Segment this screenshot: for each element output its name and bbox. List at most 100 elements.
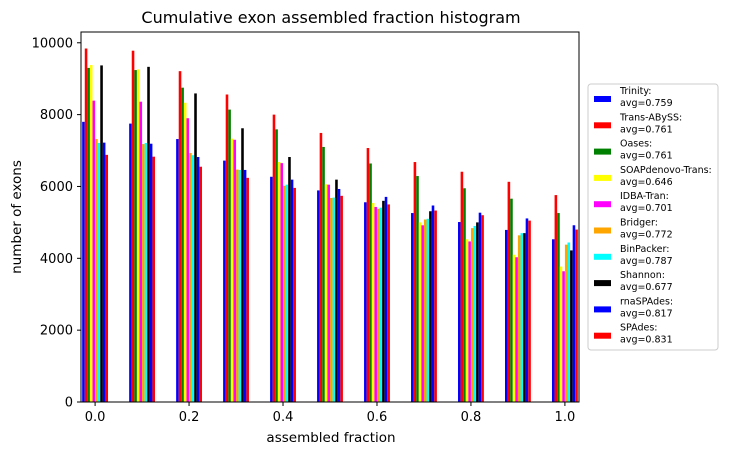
y-tick-label: 0: [65, 396, 73, 411]
bar-trinity-2: [176, 139, 179, 403]
y-tick-label: 6000: [40, 180, 73, 195]
bar-spades-10: [575, 229, 578, 402]
bar-trinity-7: [411, 213, 414, 402]
bar-oases-4: [275, 129, 278, 402]
bar-idba-tran-10: [562, 271, 565, 402]
legend-series-avg: avg=0.787: [620, 256, 673, 267]
x-axis-ticks: 0.0 0.2 0.4 0.6 0.8 1.0: [85, 402, 575, 425]
bar-trans-abyss-4: [272, 114, 276, 403]
bar-spades-5: [340, 195, 343, 402]
bar-soapdenovo-trans-0: [89, 65, 93, 403]
y-tick-label: 4000: [40, 252, 73, 267]
bar-soapdenovo-trans-8: [465, 239, 469, 402]
legend-frame: [587, 83, 719, 351]
bar-oases-6: [369, 163, 372, 402]
bar-trans-abyss-2: [178, 71, 182, 402]
legend-swatch: [594, 96, 611, 102]
x-tick-label: 0.2: [179, 410, 200, 425]
bar-bridger-8: [470, 228, 474, 402]
bar-trans-abyss-9: [507, 181, 511, 402]
bar-trans-abyss-3: [225, 94, 229, 402]
bar-spades-9: [528, 220, 531, 402]
bar-bridger-4: [283, 185, 286, 402]
bar-rnaspades-9: [525, 218, 529, 402]
bar-spades-4: [293, 187, 296, 402]
bar-trinity-4: [270, 176, 273, 402]
bar-spades-1: [152, 156, 155, 402]
legend-series-avg: avg=0.817: [620, 308, 673, 319]
bar-bridger-1: [142, 144, 145, 402]
legend-series-avg: avg=0.701: [620, 203, 673, 214]
legend-series-name: Shannon:: [620, 270, 665, 281]
legend-series-avg: avg=0.761: [620, 151, 673, 162]
bar-oases-7: [416, 176, 419, 402]
bar-oases-1: [134, 70, 137, 402]
bar-rnaspades-8: [478, 212, 482, 402]
bar-oases-10: [557, 213, 560, 402]
bar-trans-abyss-7: [413, 162, 417, 402]
bar-oases-0: [87, 67, 90, 403]
bar-oases-3: [228, 109, 231, 402]
legend-series-name: SOAPdenovo-Trans:: [620, 165, 712, 176]
bar-trinity-1: [129, 123, 132, 402]
plot-frame: [80, 31, 580, 403]
bar-bridger-6: [376, 208, 380, 402]
legend-swatch: [594, 306, 611, 313]
x-tick-label: 0.0: [85, 410, 106, 425]
bar-trans-abyss-0: [84, 48, 88, 403]
bar-spades-8: [481, 215, 484, 402]
bar-trinity-9: [505, 229, 508, 402]
bar-rnaspades-5: [337, 188, 341, 402]
x-tick-label: 0.4: [273, 410, 294, 425]
bar-binpacker-7: [426, 218, 430, 402]
bar-bridger-0: [95, 139, 98, 403]
bar-bridger-2: [189, 153, 192, 402]
bar-idba-tran-5: [327, 184, 330, 402]
legend-series-name: BinPacker:: [620, 244, 669, 255]
bar-rnaspades-7: [431, 205, 435, 402]
legend-series-avg: avg=0.831: [620, 335, 673, 346]
bar-soapdenovo-trans-6: [371, 202, 375, 402]
bar-idba-tran-6: [374, 206, 377, 402]
bars-layer: [82, 48, 578, 403]
legend-series-avg: avg=0.759: [620, 98, 673, 109]
legend-series-name: Bridger:: [620, 218, 658, 229]
bar-shannon-3: [241, 128, 244, 402]
bar-trans-abyss-8: [460, 171, 464, 402]
bar-bridger-3: [236, 169, 239, 402]
bar-binpacker-0: [97, 143, 101, 402]
legend-swatch: [594, 253, 611, 260]
bar-rnaspades-1: [149, 143, 153, 402]
bar-idba-tran-9: [515, 257, 518, 402]
legend-swatch: [594, 280, 611, 287]
y-tick-label: 2000: [40, 324, 73, 339]
legend-series-avg: avg=0.761: [620, 124, 673, 135]
legend-series-name: IDBA-Tran:: [620, 191, 669, 202]
bar-shannon-6: [382, 200, 385, 402]
bar-trinity-10: [551, 239, 555, 402]
bar-spades-0: [105, 154, 109, 402]
bar-binpacker-2: [191, 155, 195, 402]
legend-series-avg: avg=0.772: [620, 230, 673, 241]
bar-shannon-8: [476, 222, 479, 402]
legend-swatch: [594, 332, 611, 339]
bar-bridger-5: [330, 197, 333, 402]
bar-oases-2: [181, 87, 184, 403]
legend-swatch: [594, 174, 611, 181]
legend: Trinity:avg=0.759Trans-ABySS:avg=0.761Oa…: [587, 83, 719, 351]
y-axis-ticks: 0 2000 4000 6000 8000 10000: [32, 36, 81, 411]
bar-binpacker-9: [520, 233, 524, 402]
bar-trinity-8: [458, 222, 461, 402]
bar-rnaspades-10: [572, 225, 576, 402]
bar-trinity-0: [82, 121, 85, 402]
bar-soapdenovo-trans-9: [512, 254, 516, 402]
bar-binpacker-6: [379, 207, 383, 402]
bar-oases-8: [463, 188, 466, 402]
bar-soapdenovo-trans-7: [418, 222, 422, 402]
x-tick-label: 1.0: [555, 410, 576, 425]
bar-trans-abyss-6: [366, 148, 370, 402]
bar-soapdenovo-trans-3: [230, 138, 234, 402]
bar-trans-abyss-10: [554, 195, 558, 402]
legend-swatch: [594, 148, 611, 155]
bar-binpacker-10: [567, 242, 571, 402]
